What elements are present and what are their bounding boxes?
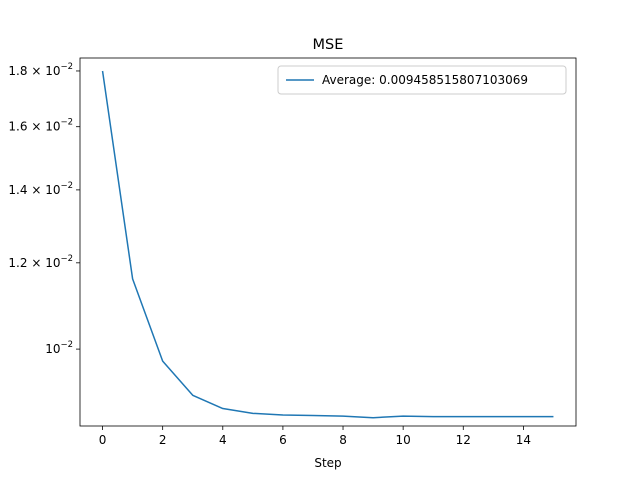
x-tick-label: 6	[279, 433, 287, 447]
plot-frame	[79, 57, 577, 427]
y-tick-label: 1.6 × 10−2	[8, 118, 73, 134]
x-tick-label: 14	[516, 433, 531, 447]
legend-box	[277, 65, 567, 95]
legend-entry-label: Average: 0.009458515807103069	[322, 73, 528, 87]
series-line	[101, 70, 554, 419]
x-tick-label: 12	[456, 433, 471, 447]
x-tick-label: 10	[396, 433, 411, 447]
x-tick-label: 2	[159, 433, 167, 447]
y-tick-label: 1.8 × 10−2	[8, 62, 73, 78]
x-tick-label: 4	[219, 433, 227, 447]
x-tick-label: 8	[339, 433, 347, 447]
y-tick-label: 1.4 × 10−2	[8, 181, 73, 197]
y-tick-label: 10−2	[45, 340, 73, 356]
chart-title: MSE	[313, 37, 344, 53]
x-tick-label: 0	[99, 433, 107, 447]
y-tick-label: 1.2 × 10−2	[8, 254, 73, 270]
x-axis-label: Step	[314, 456, 341, 470]
